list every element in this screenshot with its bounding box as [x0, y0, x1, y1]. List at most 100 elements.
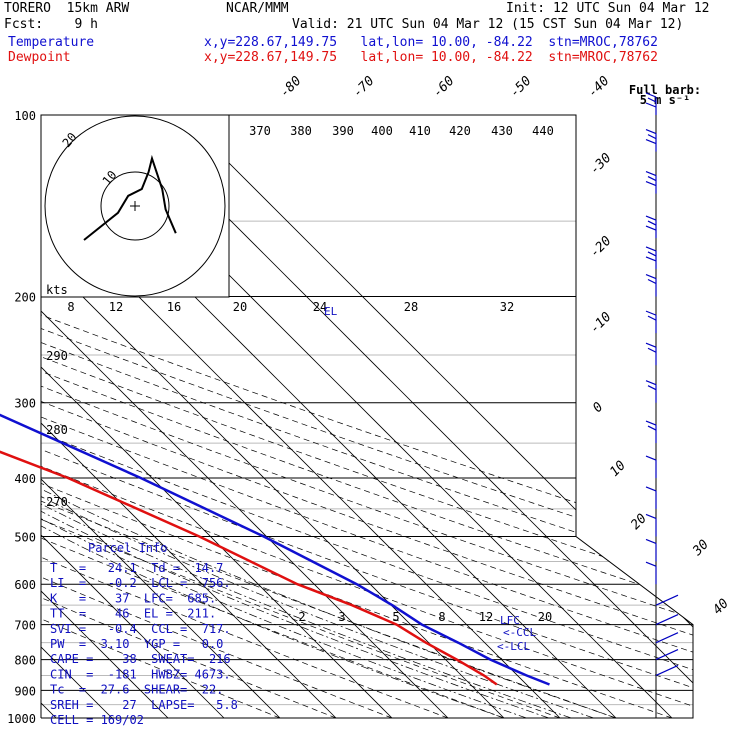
- isotherm-label: 0: [590, 400, 606, 416]
- pressure-label: 400: [14, 472, 36, 486]
- barb-legend: 5 m s⁻¹: [640, 93, 691, 107]
- wind-barb: [645, 538, 657, 562]
- barb-flag: [645, 139, 657, 145]
- center-title: NCAR/MMM: [226, 1, 289, 16]
- mixing-ratio-label: 20: [233, 300, 247, 314]
- dewpoint-location: x,y=228.67,149.75 lat,lon= 10.00, -84.22…: [204, 50, 658, 65]
- lcl-label: <-LCL: [497, 640, 530, 653]
- barb-flag: [647, 176, 657, 182]
- barb-flag: [645, 561, 657, 567]
- isotherm-label: 40: [710, 596, 732, 618]
- isotherm: [41, 115, 449, 718]
- theta-label: 370: [249, 124, 271, 138]
- pressure-label: 100: [14, 109, 36, 123]
- hodograph-trace: [83, 154, 177, 241]
- isotherm-label: 30: [690, 537, 713, 560]
- barb-flag: [645, 342, 657, 348]
- wind-barb: [645, 215, 657, 239]
- barb-staff: [655, 632, 679, 644]
- profile-layer: EL LFC<-CCL<-LCL: [0, 305, 550, 686]
- forecast-hour: Fcst: 9 h: [4, 17, 98, 32]
- mixing-ratio-label: 8: [438, 610, 445, 624]
- barb-flag: [645, 102, 657, 108]
- wind-barb: [645, 171, 657, 194]
- parcel-info-row: CIN = -181 HWBZ= 4673.: [50, 667, 231, 681]
- isotherm-label: -80: [277, 73, 304, 100]
- wind-barb: [655, 632, 679, 644]
- barb-flag: [645, 225, 657, 231]
- barb-flag: [645, 215, 657, 221]
- wind-barb: [645, 310, 657, 334]
- dewpoint-line: [0, 450, 498, 686]
- barb-staff: [655, 614, 679, 626]
- hodograph-ring: [100, 171, 170, 241]
- el-label: EL: [324, 305, 338, 318]
- dry-adiabat: [41, 115, 693, 718]
- wind-barb: [645, 273, 657, 297]
- clipped-grid: [41, 115, 693, 718]
- barb-flag: [645, 310, 657, 316]
- mixing-ratio-label: 5: [392, 610, 399, 624]
- parcel-info-row: SVI = -0.4 CCL = 717.: [50, 622, 231, 636]
- ccl-label: <-CCL: [503, 626, 536, 639]
- temperature-legend-label: Temperature: [8, 35, 95, 50]
- mixing-ratio-label: 3: [338, 610, 345, 624]
- barb-flag: [645, 246, 657, 252]
- parcel-info-row: CAPE = 38 SWEAT= 216: [50, 652, 231, 666]
- dry-adiabat: [41, 115, 693, 718]
- pressure-label: 300: [14, 397, 36, 411]
- wind-barb-column: Full barb:5 m s⁻¹: [629, 83, 701, 718]
- dry-adiabat: [41, 115, 505, 718]
- theta-label: 280: [46, 423, 68, 437]
- parcel-info-row: CELL = 169/02: [50, 713, 144, 727]
- mixing-ratio-label: 20: [538, 610, 552, 624]
- theta-label: 440: [532, 124, 554, 138]
- barb-flag: [645, 486, 657, 492]
- wind-barb: [645, 129, 657, 152]
- barb-flag: [645, 256, 657, 262]
- temperature-line: [0, 413, 550, 686]
- isotherm-label: -50: [507, 73, 534, 100]
- dry-adiabat: [41, 115, 281, 718]
- wind-barb: [645, 486, 657, 509]
- theta-label: 410: [409, 124, 431, 138]
- wind-barb: [655, 649, 679, 661]
- parcel-info-row: LI = -0.2 LCL = 756.: [50, 576, 231, 590]
- wind-barb: [655, 594, 679, 606]
- wind-barb: [645, 561, 657, 585]
- barb-staff: [655, 649, 679, 661]
- mixing-ratio-label: 12: [479, 610, 493, 624]
- barb-flag: [645, 513, 657, 520]
- dry-adiabat: [41, 115, 337, 718]
- isotherm-label: -60: [430, 73, 457, 100]
- pressure-label: 700: [14, 619, 36, 633]
- parcel-info-row: SREH = 27 LAPSE= 5.8: [50, 698, 238, 712]
- pressure-label: 800: [14, 654, 36, 668]
- parcel-info-row: T = 24.1 Td = 14.7: [50, 561, 223, 575]
- theta-label: 290: [46, 349, 68, 363]
- wind-barb: [645, 420, 657, 444]
- isotherm-label: -40: [585, 73, 612, 100]
- barb-flag: [647, 251, 657, 257]
- parcel-info-row: TT = 46 EL = 211.: [50, 607, 216, 621]
- pressure-label: 900: [14, 684, 36, 698]
- isotherm: [41, 115, 169, 718]
- pressure-label: 600: [14, 578, 36, 592]
- hodograph-units: kts: [46, 283, 68, 297]
- dry-adiabat: [41, 115, 693, 718]
- barb-flag: [645, 171, 657, 177]
- barb-flag: [647, 97, 657, 103]
- dry-adiabat: [41, 115, 693, 718]
- barb-flag: [645, 273, 657, 280]
- barb-flag: [645, 420, 657, 426]
- barb-flag: [647, 134, 657, 140]
- moist-adiabat: [41, 296, 594, 718]
- parcel-info-row: Tc = 27.6 SHEAR= 22.: [50, 683, 223, 697]
- barb-flag: [645, 380, 657, 386]
- pressure-label: 500: [14, 530, 36, 544]
- model-title: TORERO 15km ARW: [4, 1, 130, 16]
- wind-barb: [645, 455, 657, 479]
- wind-barb: [645, 513, 657, 537]
- isotherm: [41, 115, 281, 718]
